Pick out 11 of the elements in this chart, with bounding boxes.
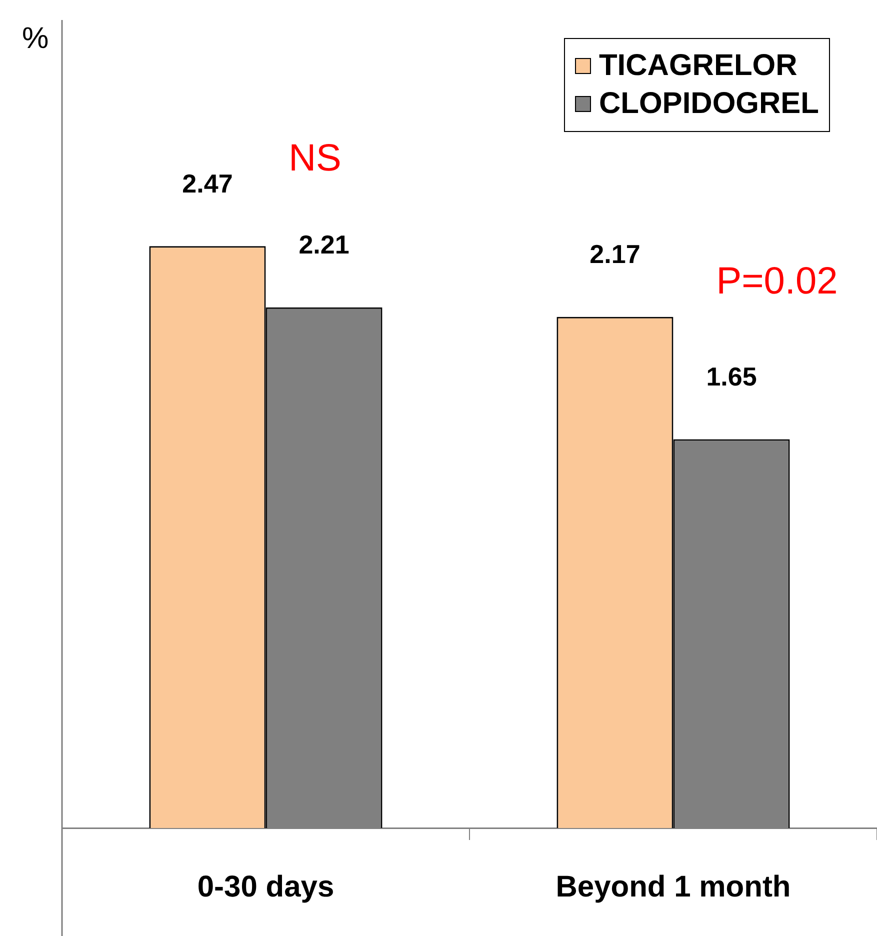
- x-tick-label: 0-30 days: [197, 870, 334, 904]
- data-label: 1.65: [706, 361, 757, 392]
- x-tick-label: Beyond 1 month: [556, 870, 791, 904]
- legend-label: CLOPIDOGREL: [598, 87, 819, 121]
- y-axis-title: %: [22, 22, 49, 56]
- annotation: P=0.02: [716, 260, 838, 302]
- annotation: NS: [288, 137, 342, 180]
- data-label: 2.21: [298, 230, 350, 260]
- legend-label: TICAGRELOR: [598, 49, 798, 83]
- data-label: 2.47: [182, 168, 233, 198]
- data-label: 2.17: [590, 238, 640, 269]
